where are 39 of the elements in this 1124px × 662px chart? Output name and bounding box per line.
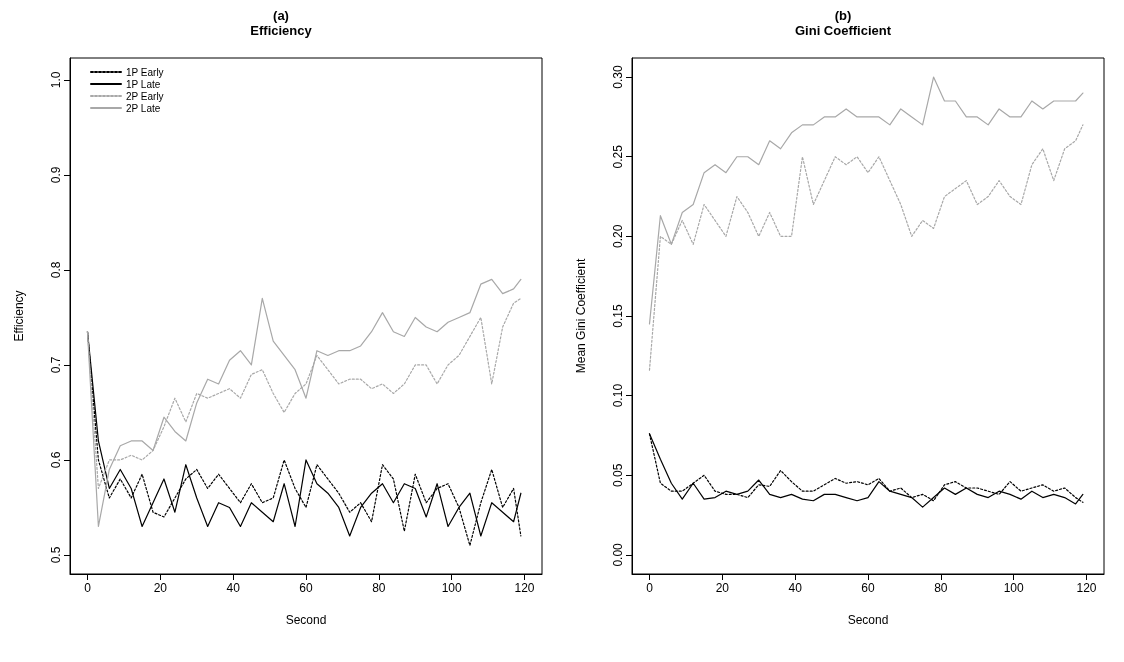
chart-subtitle: Gini Coefficient xyxy=(794,23,892,38)
x-tick-label: 40 xyxy=(226,581,241,595)
y-tick-label: 0.10 xyxy=(611,383,625,408)
y-tick-label: 0.9 xyxy=(49,166,63,184)
y-tick-label: 0.00 xyxy=(611,542,625,567)
y-tick-label: 0.7 xyxy=(49,356,63,374)
chart-title: (b) xyxy=(834,8,852,23)
y-tick-label: 0.20 xyxy=(611,224,625,249)
y-tick-label: 1.0 xyxy=(49,71,63,89)
x-axis-title: Second xyxy=(285,613,327,627)
x-tick-label: 80 xyxy=(372,581,386,595)
chart-title: (a) xyxy=(273,8,289,23)
y-tick-label: 0.30 xyxy=(611,65,625,89)
legend-label: 2P Early xyxy=(126,90,164,102)
x-tick-label: 20 xyxy=(153,581,168,595)
x-tick-label: 80 xyxy=(934,581,948,595)
y-tick-label: 0.6 xyxy=(49,451,63,469)
y-tick-label: 0.8 xyxy=(49,261,63,279)
y-tick-label: 0.15 xyxy=(611,304,625,328)
x-tick-label: 120 xyxy=(514,581,535,595)
x-tick-label: 0 xyxy=(646,581,654,595)
y-tick-label: 0.5 xyxy=(49,546,63,564)
x-tick-label: 120 xyxy=(1076,581,1097,595)
y-axis-title: Mean Gini Coefficient xyxy=(574,258,588,374)
x-tick-label: 100 xyxy=(441,581,463,595)
x-axis-title: Second xyxy=(847,613,889,627)
y-tick-label: 0.05 xyxy=(611,463,625,487)
x-tick-label: 60 xyxy=(299,581,313,595)
x-tick-label: 60 xyxy=(861,581,875,595)
y-tick-label: 0.25 xyxy=(611,144,625,169)
legend-label: 1P Late xyxy=(126,78,161,90)
legend-label: 1P Early xyxy=(126,66,164,78)
legend-label: 2P Late xyxy=(126,102,161,114)
x-tick-label: 100 xyxy=(1003,581,1025,595)
y-axis-title: Efficiency xyxy=(12,290,26,342)
x-tick-label: 40 xyxy=(788,581,803,595)
x-tick-label: 0 xyxy=(84,581,92,595)
x-tick-label: 20 xyxy=(715,581,730,595)
chart-subtitle: Efficiency xyxy=(250,23,313,38)
